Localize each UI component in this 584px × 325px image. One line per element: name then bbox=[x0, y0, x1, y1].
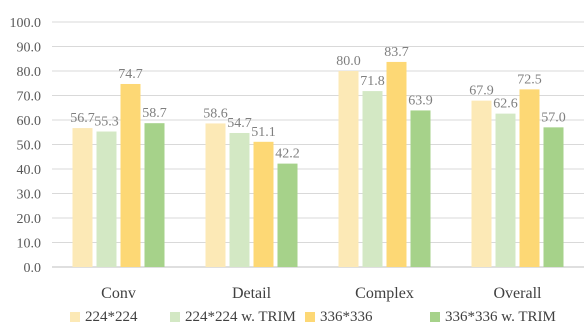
data-label: 74.7 bbox=[118, 67, 143, 82]
category-label: Complex bbox=[355, 285, 414, 302]
legend-swatch bbox=[305, 312, 315, 322]
category-label: Overall bbox=[494, 285, 543, 302]
bar bbox=[96, 131, 117, 267]
data-label: 83.7 bbox=[384, 45, 409, 60]
data-label: 72.5 bbox=[517, 72, 542, 87]
legend-label: 224*224 bbox=[85, 309, 138, 325]
y-tick-label: 20.0 bbox=[17, 212, 42, 227]
bar bbox=[386, 61, 407, 268]
data-label: 71.8 bbox=[360, 74, 385, 89]
y-tick-label: 30.0 bbox=[17, 188, 42, 203]
data-label: 55.3 bbox=[94, 115, 119, 130]
data-label: 62.6 bbox=[493, 97, 518, 112]
bar bbox=[205, 123, 226, 268]
bar bbox=[72, 128, 93, 267]
data-label: 57.0 bbox=[541, 110, 566, 125]
category-label: Conv bbox=[101, 285, 136, 302]
data-label: 42.2 bbox=[275, 147, 300, 162]
bar bbox=[277, 163, 298, 267]
y-tick-label: 10.0 bbox=[17, 237, 42, 252]
legend-label: 224*224 w. TRIM bbox=[185, 309, 296, 325]
data-label: 80.0 bbox=[336, 54, 361, 69]
y-axis-ticks: 0.0 10.0 20.0 30.0 40.0 50.0 60.0 70.0 80.0 90.0 1… bbox=[10, 16, 42, 276]
bar bbox=[253, 141, 274, 267]
bar bbox=[362, 91, 383, 267]
legend-label: 336*336 w. TRIM bbox=[445, 309, 556, 325]
x-axis-categories: Conv Detail Complex Overall bbox=[101, 285, 542, 302]
category-label: Detail bbox=[232, 285, 272, 302]
data-label: 51.1 bbox=[251, 125, 276, 140]
data-label: 63.9 bbox=[408, 93, 433, 108]
bar bbox=[144, 123, 165, 267]
data-labels: 56.7 55.3 74.7 58.7 58.654.751.1 42.2 80.0 71.8… bbox=[70, 45, 566, 162]
legend-swatch bbox=[430, 312, 440, 322]
legend-swatch bbox=[70, 312, 80, 322]
gridlines bbox=[52, 21, 584, 268]
legend: 224*224 224*224 w. TRIM 336*336 336*336 w. … bbox=[70, 309, 556, 325]
bars bbox=[72, 61, 564, 268]
y-tick-label: 50.0 bbox=[17, 139, 42, 154]
y-tick-label: 100.0 bbox=[10, 16, 42, 31]
data-label: 67.9 bbox=[469, 84, 494, 99]
y-tick-label: 80.0 bbox=[17, 65, 42, 80]
bar bbox=[495, 113, 516, 267]
y-tick-label: 90.0 bbox=[17, 41, 42, 56]
bar bbox=[229, 132, 250, 267]
data-label: 54.7 bbox=[227, 116, 252, 131]
y-tick-label: 70.0 bbox=[17, 90, 42, 105]
y-tick-label: 40.0 bbox=[17, 163, 42, 178]
bar bbox=[543, 127, 564, 267]
data-label: 56.7 bbox=[70, 111, 95, 126]
legend-swatch bbox=[170, 312, 180, 322]
bar bbox=[410, 110, 431, 267]
y-tick-label: 60.0 bbox=[17, 114, 42, 129]
bar bbox=[120, 83, 141, 267]
bar bbox=[338, 71, 359, 267]
data-label: 58.7 bbox=[142, 106, 167, 121]
bar bbox=[519, 89, 540, 267]
bar bbox=[471, 100, 492, 268]
data-label: 58.6 bbox=[203, 106, 228, 121]
y-tick-label: 0.0 bbox=[24, 261, 42, 276]
legend-label: 336*336 bbox=[320, 309, 373, 325]
